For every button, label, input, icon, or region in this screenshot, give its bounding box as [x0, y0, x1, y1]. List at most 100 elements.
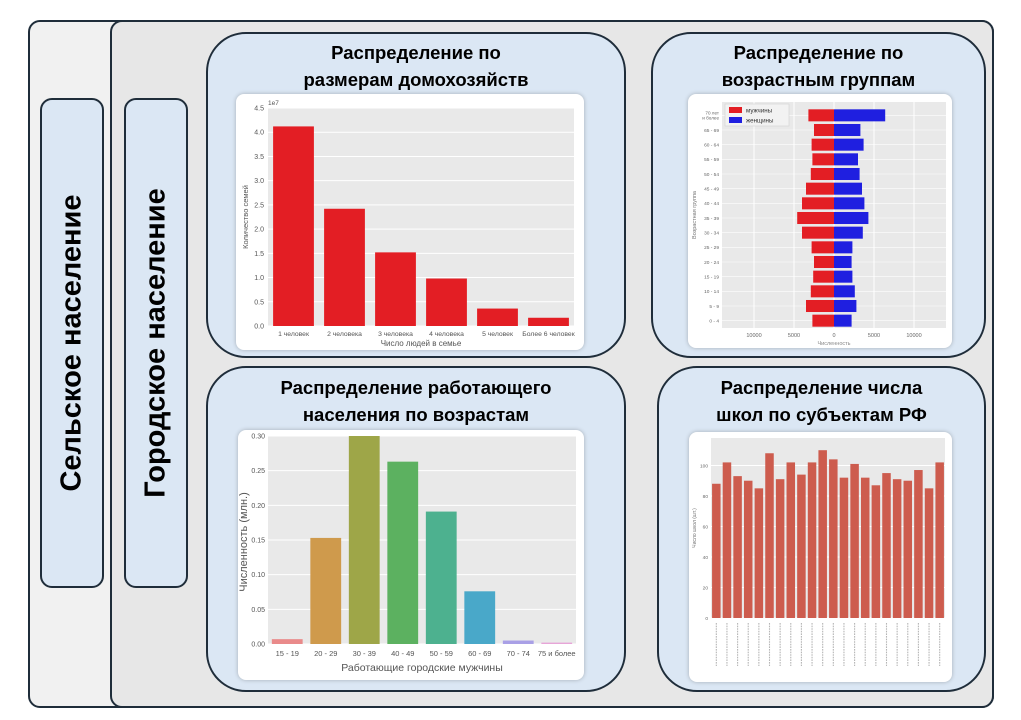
y-tick-label: 0 - 4 [709, 318, 719, 324]
bar [425, 511, 457, 644]
bar-female [834, 167, 860, 181]
x-axis-label: Работающие городские мужчины [341, 662, 503, 674]
x-tick-label: 30 - 39 [353, 649, 376, 658]
y-tick-label: 0.05 [251, 607, 265, 614]
y-tick-label: 60 - 64 [704, 142, 719, 148]
y-tick-label: 4.5 [254, 106, 264, 113]
y-tick-label: 45 - 49 [704, 186, 719, 192]
legend-swatch-female [729, 117, 742, 123]
y-axis-label: Численность (млн.) [238, 492, 250, 592]
y-tick-label: 0.25 [251, 468, 265, 475]
bar-female [834, 109, 886, 122]
x-tick-label: 1 человек [278, 331, 309, 338]
x-tick-label: 75 и более [538, 649, 576, 658]
y-tick-label: 60 [703, 524, 709, 530]
plot-area [268, 108, 574, 326]
bar [797, 474, 806, 618]
y-axis-label: Число школ (шт.) [692, 508, 698, 548]
y-tick-label: 40 - 44 [704, 201, 719, 207]
legend-label-male: мужчины [746, 108, 773, 115]
panel-age: Распределение по возрастным группам 1000… [651, 32, 986, 358]
bar [775, 479, 785, 618]
bar-female [834, 197, 865, 210]
y-tick-label: 70 лет [705, 110, 719, 115]
x-tick-label: 10000 [746, 333, 761, 339]
rural-label: Сельское население [55, 194, 88, 492]
y-axis-label: Возрастная группа [692, 190, 698, 239]
bar [903, 480, 913, 618]
panel-working: Распределение работающего населения по в… [206, 366, 626, 692]
x-tick-label: 4 человека [429, 331, 464, 338]
bar [860, 477, 870, 618]
household-title: Распределение по размерам домохозяйств [303, 42, 529, 90]
y-tick-label: 2.5 [254, 202, 264, 209]
bar [464, 591, 496, 644]
bar [348, 436, 380, 644]
age-chart-card: 10000 5000 0 5000 10000 70 лет и более 65 - 69 6… [688, 94, 952, 348]
y-tick-label: 3.0 [254, 178, 264, 185]
bar-female [834, 299, 857, 313]
y-tick-label: 5 - 9 [709, 304, 719, 310]
y-tick-label: 0.5 [254, 299, 264, 306]
bar [754, 488, 764, 618]
bar [712, 483, 721, 618]
x-tick-label: 3 человека [378, 331, 413, 338]
bar [733, 476, 742, 618]
x-tick-label: 5 человек [482, 331, 513, 338]
y-tick-label: 30 - 34 [704, 230, 719, 236]
y-tick-label: 20 [703, 585, 709, 591]
bar-male [808, 109, 834, 122]
bar-male [802, 226, 834, 239]
bar-male [810, 167, 834, 181]
y-tick-label: 0.30 [251, 434, 265, 441]
urban-label: Городское население [139, 188, 172, 498]
bar [528, 317, 569, 326]
bar-female [834, 138, 864, 151]
bar-male [797, 211, 834, 225]
bar [541, 642, 573, 644]
schools-chart-card: 0 20 40 60 80 100 Число школ (шт.) [689, 432, 952, 682]
y-tick-label: 0 [705, 616, 708, 622]
y-tick-label: 2.0 [254, 227, 264, 234]
panel-schools: Распределение числа школ по субъектам РФ… [657, 366, 986, 692]
bar-female [834, 211, 869, 225]
bar-male [802, 197, 834, 210]
y-tick-label: 0.00 [251, 642, 265, 649]
bar [892, 479, 902, 618]
y-axis-label: Количество семей [241, 185, 250, 249]
bar [743, 480, 753, 618]
urban-label-box: Городское население [124, 98, 188, 588]
household-chart-card: 0.0 0.5 1.0 1.5 2.0 2.5 3.0 3.5 4.0 4.5 1e7 1 челов… [236, 94, 584, 350]
y-tick-label: и более [702, 115, 719, 120]
y-tick-label: 3.5 [254, 154, 264, 161]
bar [839, 477, 849, 618]
bar [914, 470, 923, 618]
y-tick-label: 50 - 54 [704, 172, 719, 178]
bar [273, 126, 314, 326]
bar [818, 450, 827, 618]
bar-male [811, 138, 834, 151]
bar-female [834, 285, 855, 298]
y-tick-label: 10 - 14 [704, 289, 719, 295]
bar-female [834, 255, 852, 269]
bar [387, 461, 419, 644]
y-tick-label: 55 - 59 [704, 157, 719, 163]
legend-swatch-male [729, 107, 742, 113]
x-tick-label: 2 человека [327, 331, 362, 338]
x-tick-label: 0 [832, 333, 835, 339]
bar-male [812, 153, 834, 166]
schools-chart: 0 20 40 60 80 100 Число школ (шт.) [692, 438, 945, 666]
bar [850, 463, 859, 618]
bar-male [806, 182, 834, 195]
x-tick-label: 10000 [906, 333, 921, 339]
household-chart: 0.0 0.5 1.0 1.5 2.0 2.5 3.0 3.5 4.0 4.5 1e7 1 челов… [241, 100, 575, 348]
bar [722, 462, 732, 618]
schools-title: Распределение числа школ по субъектам РФ [716, 377, 927, 425]
bar [477, 308, 518, 326]
bar [786, 462, 796, 618]
bar [502, 640, 534, 644]
x-tick-label: 50 - 59 [430, 649, 453, 658]
bar [829, 459, 838, 618]
legend-label-female: женщины [746, 118, 774, 125]
